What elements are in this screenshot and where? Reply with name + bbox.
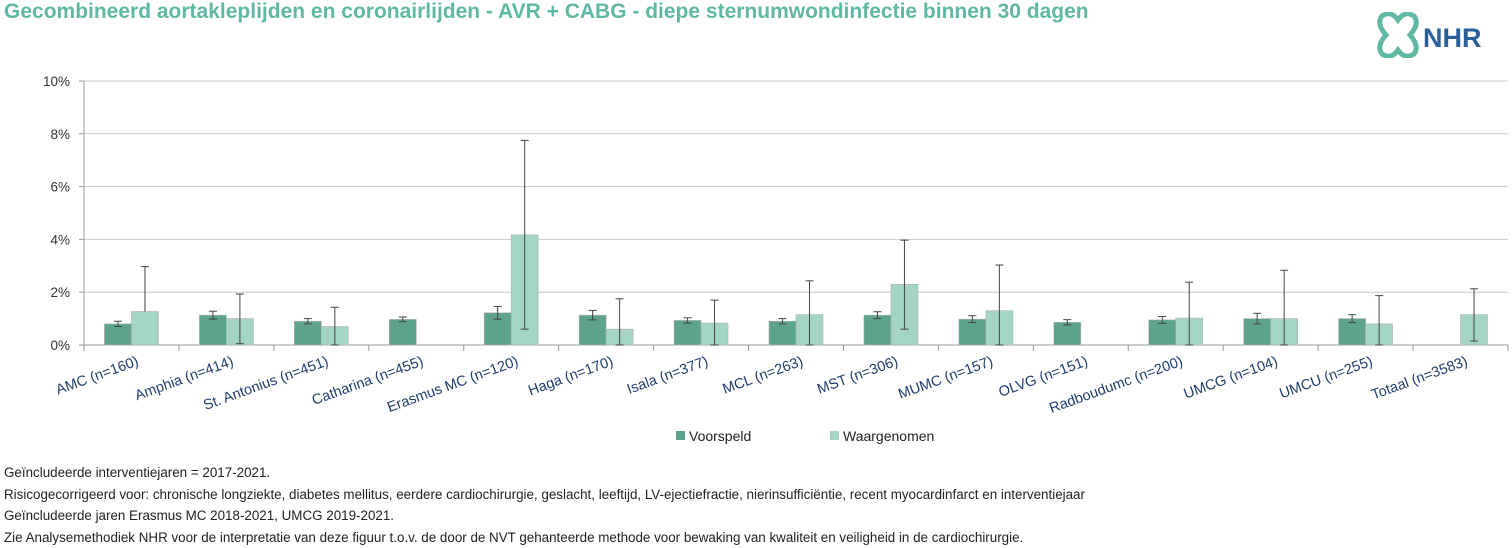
bar-voorspeld	[104, 324, 131, 345]
bars	[104, 235, 1487, 345]
category-label: Isala (n=377)	[625, 354, 710, 398]
y-axis-ticks: 0% 2% 4% 6% 8% 10%	[43, 74, 70, 353]
bar-voorspeld	[674, 320, 701, 345]
category-label: MUMC (n=157)	[896, 354, 995, 403]
bar-waargenomen	[131, 311, 158, 345]
footnote: Zie Analysemethodiek NHR voor de interpr…	[4, 527, 1085, 548]
y-tick-label: 8%	[50, 127, 70, 142]
gridlines	[79, 81, 1508, 351]
category-label: Haga (n=170)	[526, 354, 615, 400]
bar-voorspeld	[389, 319, 416, 345]
footnote: Risicogecorrigeerd voor: chronische long…	[4, 484, 1085, 506]
footnote: Geïncludeerde jaren Erasmus MC 2018-2021…	[4, 505, 1085, 527]
legend-label-waargenomen: Waargenomen	[843, 428, 934, 444]
footnote: Geïncludeerde interventiejaren = 2017-20…	[4, 462, 1085, 484]
bar-voorspeld	[294, 321, 321, 345]
category-label: Totaal (n=3583)	[1369, 354, 1470, 404]
category-label: AMC (n=160)	[54, 354, 141, 399]
y-tick-label: 4%	[50, 232, 70, 247]
error-bars	[114, 140, 1478, 345]
bar-voorspeld	[864, 315, 891, 345]
legend-swatch-voorspeld	[676, 431, 685, 440]
y-tick-label: 6%	[50, 180, 70, 195]
category-label: MST (n=306)	[815, 354, 900, 398]
y-tick-label: 10%	[43, 74, 70, 89]
category-label: UMCG (n=104)	[1182, 354, 1280, 403]
bar-voorspeld	[1054, 322, 1081, 345]
category-label: MCL (n=263)	[720, 354, 805, 398]
category-labels: AMC (n=160)Amphia (n=414)St. Antonius (n…	[54, 354, 1470, 417]
legend-label-voorspeld: Voorspeld	[689, 428, 751, 444]
y-tick-label: 2%	[50, 285, 70, 300]
bar-voorspeld	[199, 315, 226, 345]
legend-swatch-waargenomen	[830, 431, 839, 440]
legend: Voorspeld Waargenomen	[676, 428, 934, 444]
y-tick-label: 0%	[50, 338, 70, 353]
category-label: UMCU (n=255)	[1277, 354, 1374, 403]
footnotes: Geïncludeerde interventiejaren = 2017-20…	[4, 462, 1085, 548]
bar-chart: 0% 2% 4% 6% 8% 10% AMC (n=160)Amphia (n=414)S…	[0, 0, 1512, 460]
bar-voorspeld	[769, 321, 796, 345]
